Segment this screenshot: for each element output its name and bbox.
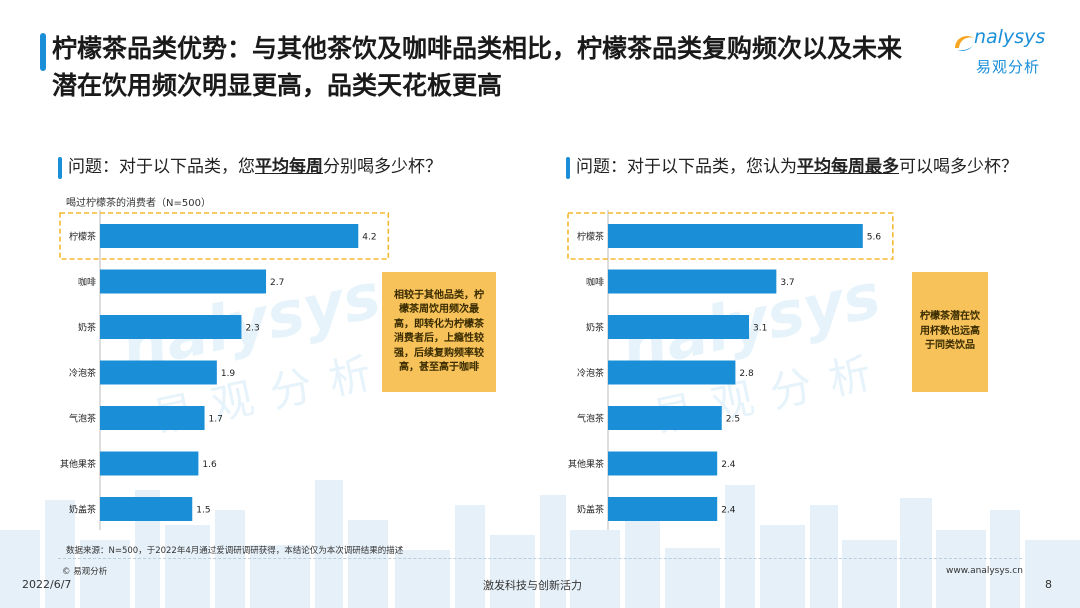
left-bar [100,406,205,430]
footer-divider [58,558,1022,559]
page-number: 8 [1045,578,1052,591]
right-category-label: 奶茶 [586,322,604,334]
copyright: © 易观分析 [62,567,108,577]
right-category-label: 其他果茶 [568,458,604,470]
left-category-label: 冷泡茶 [69,367,96,379]
left-question-suffix: 分别喝多少杯？ [323,157,442,177]
right-bar [608,269,777,294]
right-category-label: 咖啡 [586,276,604,288]
left-bar [100,269,267,294]
right-question-suffix: 可以喝多少杯？ [899,157,1018,177]
right-category-label: 柠檬茶 [577,231,604,243]
right-category-label: 奶盖茶 [577,504,604,516]
left-sample-note: 喝过柠檬茶的消费者（N=500） [66,198,211,209]
right-question-emphasis: 平均每周最多 [797,157,899,177]
analysys-logo: nalysys 易观分析 [952,26,1062,80]
left-bar [100,315,242,339]
left-question-accent [58,157,62,179]
left-bar-chart: 柠檬茶 4.2 咖啡 2.7 奶茶 2.3 冷泡茶 1.9 气泡茶 1.7 其他果茶 1.6 奶盖茶 1.… [59,210,390,530]
right-value-label: 5.6 [867,233,882,243]
left-value-label: 1.7 [209,415,223,425]
right-callout: 柠檬茶潜在饮用杯数也远高于同类饮品 [912,272,988,392]
right-value-label: 3.1 [753,324,767,334]
left-bar [100,451,199,476]
slogan: 激发科技与创新活力 [483,579,582,592]
left-callout: 相较于其他品类，柠檬茶周饮用频次最高，即转化为柠檬茶消费者后，上瘾性较强，后续复… [382,272,496,392]
website-link[interactable]: www.analysys.cn [946,566,1023,576]
right-category-label: 冷泡茶 [577,367,604,379]
logo-text-cn: 易观分析 [976,58,1041,76]
right-bar [608,497,718,521]
left-category-label: 柠檬茶 [69,231,96,243]
left-value-label: 1.6 [202,460,217,470]
report-date: 2022/6/7 [22,578,72,591]
left-category-label: 奶盖茶 [69,504,96,516]
right-value-label: 2.4 [721,460,736,470]
right-value-label: 2.4 [721,506,736,516]
data-source: 数据来源：N=500，于2022年4月通过爱调研调研获得，本结论仅为本次调研结果… [66,546,404,556]
left-category-label: 奶茶 [78,322,96,334]
right-question-prefix: 问题：对于以下品类，您认为 [576,157,797,177]
right-bar [608,360,736,385]
logo-text-en: nalysys [974,26,1046,48]
left-bar [100,224,359,248]
right-highlight-box [567,212,894,260]
right-category-label: 气泡茶 [577,413,604,425]
right-value-label: 3.7 [780,278,794,288]
right-bar-chart: 柠檬茶 5.6 咖啡 3.7 奶茶 3.1 冷泡茶 2.8 气泡茶 2.5 其他果茶 2.4 奶盖茶 2.… [567,210,894,530]
left-category-label: 气泡茶 [69,413,96,425]
left-question: 问题：对于以下品类，您平均每周分别喝多少杯？ [68,154,528,181]
right-bar [608,451,718,476]
left-value-label: 1.5 [196,506,210,516]
page-title: 柠檬茶品类优势：与其他茶饮及咖啡品类相比，柠檬茶品类复购频次以及未来潜在饮用频次… [52,34,903,100]
right-value-label: 2.5 [726,415,740,425]
right-question-accent [566,157,570,179]
right-bar [608,224,863,248]
left-value-label: 4.2 [362,233,376,243]
left-highlight-box [59,212,390,260]
right-bar [608,406,722,430]
left-category-label: 咖啡 [78,276,96,288]
left-value-label: 1.9 [221,369,236,379]
left-bar [100,497,193,521]
logo-swoosh-icon [955,36,974,51]
left-category-label: 其他果茶 [60,458,96,470]
right-bar [608,315,750,339]
left-value-label: 2.3 [245,324,259,334]
left-bar [100,360,217,385]
title-accent-bar [40,33,46,71]
right-question: 问题：对于以下品类，您认为平均每周最多可以喝多少杯？ [576,154,1026,181]
right-value-label: 2.8 [739,369,754,379]
left-question-emphasis: 平均每周 [255,157,323,177]
left-value-label: 2.7 [270,278,284,288]
left-question-prefix: 问题：对于以下品类，您 [68,157,255,177]
